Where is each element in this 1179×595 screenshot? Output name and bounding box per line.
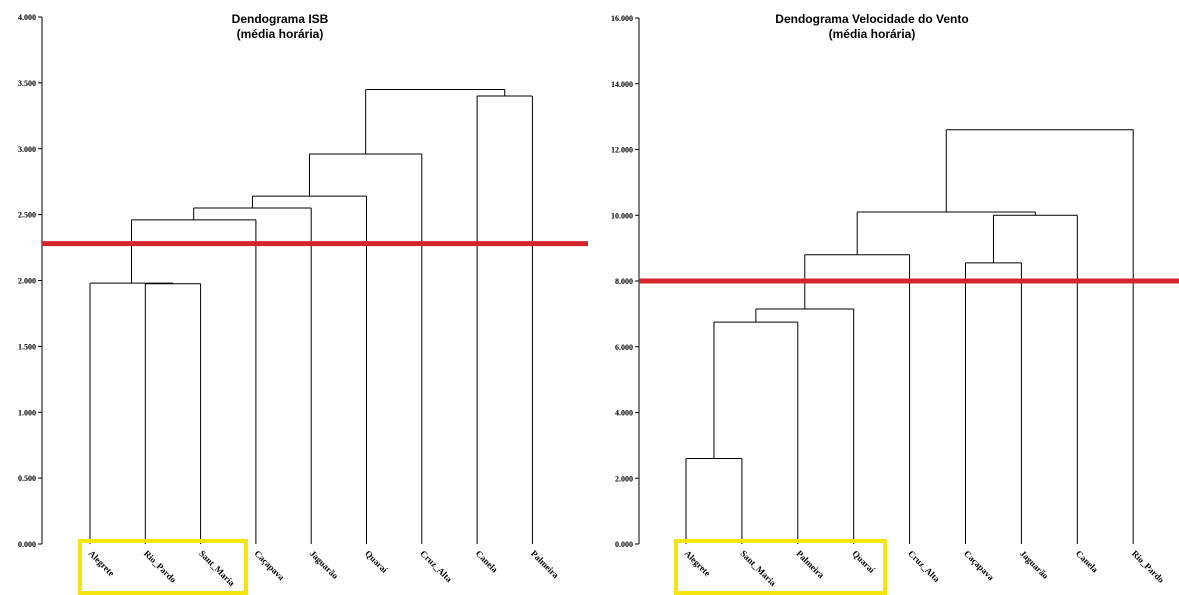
leaf-label: Cruz_Alta [418,548,454,584]
y-tick-label: 2.500 [18,211,36,220]
y-tick-label: 8.000 [615,277,633,286]
leaf-label: Alegrete [87,548,117,578]
chart-title: Dendograma ISB [232,12,329,26]
dendrogram-velocidade-vento: Dendograma Velocidade do Vento (média ho… [611,12,1179,595]
leaf-label: Rio_Pardo [1130,548,1167,585]
y-tick-label: 1.000 [18,408,36,417]
leaf-label: Palmeira [794,548,826,580]
y-tick-label: 6.000 [615,343,633,352]
leaf-label: Jaguarão [1018,548,1051,581]
y-tick-label: 3.000 [18,145,36,154]
leaf-label: Caçapava [962,548,996,582]
leaf-label: Alegrete [683,548,713,578]
dendrogram-isb: Dendograma ISB (média horária) 0.000 0.50… [18,12,588,595]
highlight-box [78,539,248,595]
leaf-label: Canela [1074,548,1101,575]
y-tick-label: 2.000 [18,277,36,286]
y-tick-label: 1.500 [18,342,36,351]
chart-subtitle: (média horária) [237,27,324,41]
chart-title: Dendograma Velocidade do Vento [775,12,968,26]
leaf-label: Palmeira [529,548,561,580]
y-tick-label: 12.000 [611,146,633,155]
y-tick-label: 2.000 [615,474,633,483]
chart-subtitle: (média horária) [829,27,916,41]
leaf-label: Quaraí [363,548,390,575]
y-tick-label: 0.000 [615,540,633,549]
leaf-label: Rio_Pardo [142,548,179,585]
leaf-label: Sant_Maria [197,548,237,588]
y-tick-label: 4.000 [615,409,633,418]
y-tick-label: 0.500 [18,474,36,483]
leaf-label: Quaraí [850,548,877,575]
leaf-label: Jaguarão [308,548,341,581]
y-tick-label: 4.000 [18,13,36,22]
leaf-label: Sant_Maria [738,548,778,588]
y-tick-label: 14.000 [611,80,633,89]
y-tick-label: 10.000 [611,211,633,220]
y-tick-label: 16.000 [611,14,633,23]
y-tick-label: 0.000 [18,540,36,549]
y-tick-label: 3.500 [18,79,36,88]
leaf-label: Caçapava [252,548,286,582]
leaf-label: Canela [474,548,501,575]
leaf-label: Cruz_Alta [906,548,942,584]
highlight-box [674,539,887,595]
